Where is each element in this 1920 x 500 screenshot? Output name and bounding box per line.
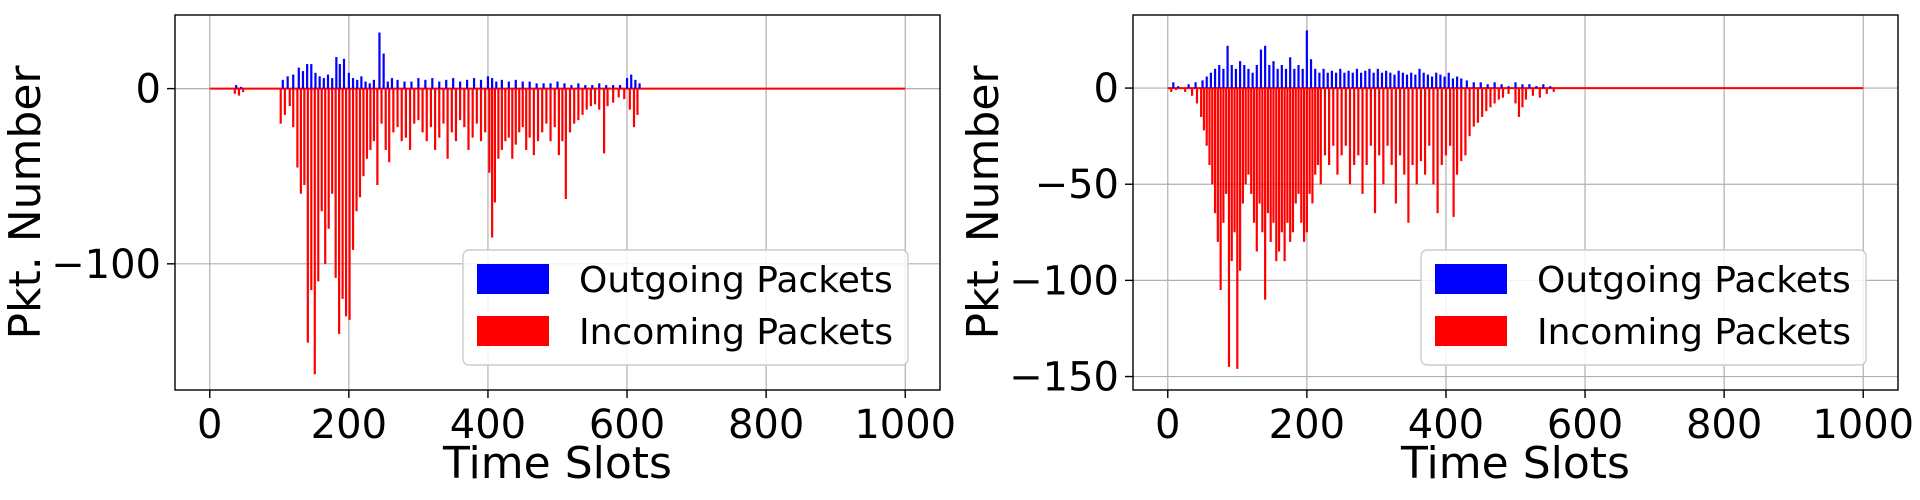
y-axis-label: Pkt. Number (0, 65, 51, 340)
legend-box (1420, 249, 1867, 366)
legend-swatch (477, 316, 549, 346)
legend-label: Incoming Packets (1537, 312, 1851, 353)
legend-label: Incoming Packets (579, 312, 893, 353)
y-axis-label: Pkt. Number (958, 65, 1009, 340)
x-tick-label: 600 (1547, 402, 1623, 448)
legend-label: Outgoing Packets (579, 260, 893, 301)
legend-swatch (477, 264, 549, 294)
legend-label: Outgoing Packets (1537, 260, 1851, 301)
x-tick-label: 400 (1408, 402, 1484, 448)
plot-frame (174, 14, 941, 391)
x-tick-label: 200 (311, 402, 387, 448)
legend-box (462, 249, 909, 366)
right-chart-panel: 0 200 400 600 800 1000 0 −50 −100 −150 Time Slots P… (958, 14, 1914, 489)
left-chart-panel: 0 200 400 600 800 1000 0 −100 Time Slots Pkt. Num… (0, 14, 956, 489)
x-tick-label: 1000 (1812, 402, 1914, 448)
y-tick-label: −50 (1035, 162, 1119, 208)
x-tick-label: 600 (589, 402, 665, 448)
x-tick-label: 200 (1269, 402, 1345, 448)
x-tick-label: 400 (450, 402, 526, 448)
x-tick-label: 800 (728, 402, 804, 448)
y-tick-label: −150 (1009, 355, 1119, 401)
x-tick-label: 0 (1155, 402, 1180, 448)
y-tick-label: 0 (136, 67, 161, 113)
x-axis-label: Time Slots (1400, 438, 1630, 489)
y-tick-label: −100 (51, 242, 161, 288)
plot-frame (1132, 14, 1899, 391)
x-tick-label: 800 (1686, 402, 1762, 448)
y-tick-label: 0 (1094, 66, 1119, 112)
x-tick-label: 1000 (854, 402, 956, 448)
x-axis-label: Time Slots (442, 438, 672, 489)
legend-swatch (1435, 316, 1507, 346)
x-tick-label: 0 (197, 402, 222, 448)
y-tick-label: −100 (1009, 258, 1119, 304)
legend-swatch (1435, 264, 1507, 294)
